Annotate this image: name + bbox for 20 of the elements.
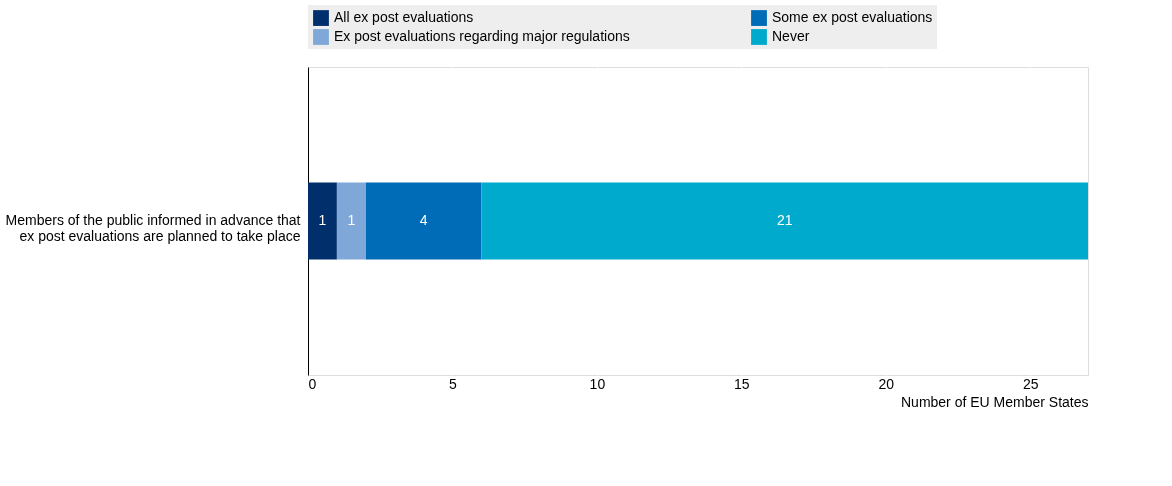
legend-label: All ex post evaluations	[334, 9, 474, 26]
legend-label: Some ex post evaluations	[772, 9, 933, 26]
bar	[336, 182, 366, 260]
bar	[365, 182, 482, 260]
x-tick-label: 20	[878, 375, 895, 392]
x-tick-label: 25	[1022, 375, 1039, 392]
x-axis-title: Number of EU Member States	[900, 393, 1089, 410]
data-label: 1	[347, 212, 356, 228]
legend-label: Ex post evaluations regarding major regulations	[334, 28, 630, 44]
data-label: 4	[419, 212, 428, 228]
bar	[308, 182, 337, 260]
data-label: 21	[776, 212, 793, 228]
data-label: 1	[318, 212, 327, 228]
x-tick-label: 10	[589, 375, 606, 392]
x-tick-label: 5	[449, 375, 458, 392]
bar	[481, 182, 1088, 260]
y-tick-label: Members of the public informed in advance that ex post evaluations are planned to take place	[5, 212, 301, 244]
legend-label: Never	[772, 28, 810, 44]
x-tick-label: 0	[308, 375, 317, 392]
x-tick-label: 15	[734, 375, 750, 392]
